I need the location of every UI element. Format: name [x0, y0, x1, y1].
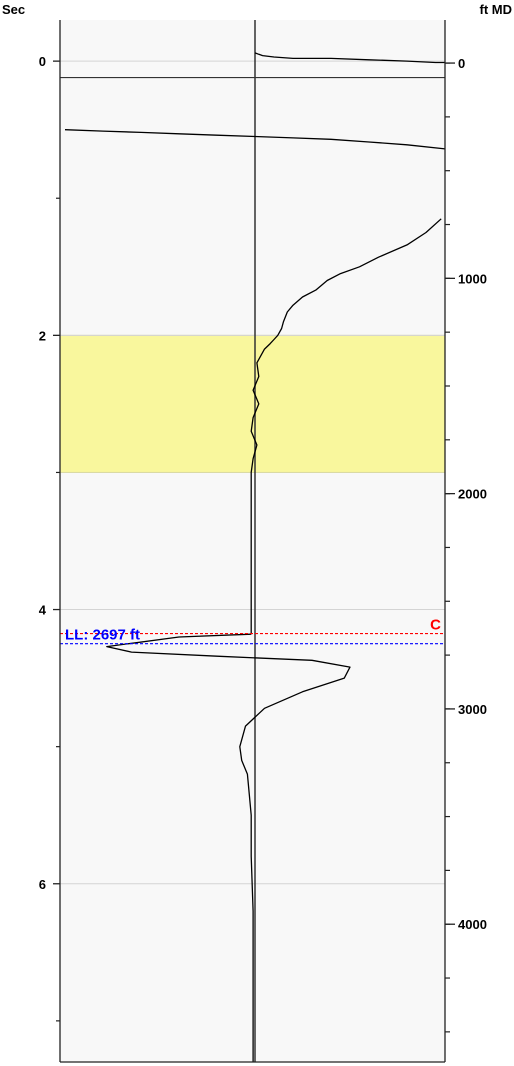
marker-label: LL: 2697 ft [65, 627, 140, 644]
curve-line [64, 129, 446, 150]
right-tick-label: 2000 [458, 487, 487, 502]
left-tick-label: 6 [39, 877, 46, 892]
curve-line [254, 52, 445, 64]
left-tick-label: 4 [39, 603, 47, 618]
curve-line [106, 633, 351, 1062]
right-axis-unit: ft MD [480, 2, 513, 17]
right-axis: 0 1000 2000 3000 4000 [444, 20, 487, 1062]
marker-label: C [430, 617, 441, 634]
highlight-band [59, 334, 446, 473]
left-tick-label: 0 [39, 54, 46, 69]
curve-line [250, 218, 442, 635]
right-tick-label: 3000 [458, 702, 487, 717]
plot-area: C LL: 2697 ft [59, 20, 446, 1063]
right-tick-label: 0 [458, 56, 465, 71]
left-axis-unit: Sec [2, 2, 25, 17]
left-tick-label: 2 [39, 328, 46, 343]
left-axis: 0 2 4 6 [39, 20, 61, 1062]
right-tick-label: 1000 [458, 271, 487, 286]
right-tick-label: 4000 [458, 917, 487, 932]
